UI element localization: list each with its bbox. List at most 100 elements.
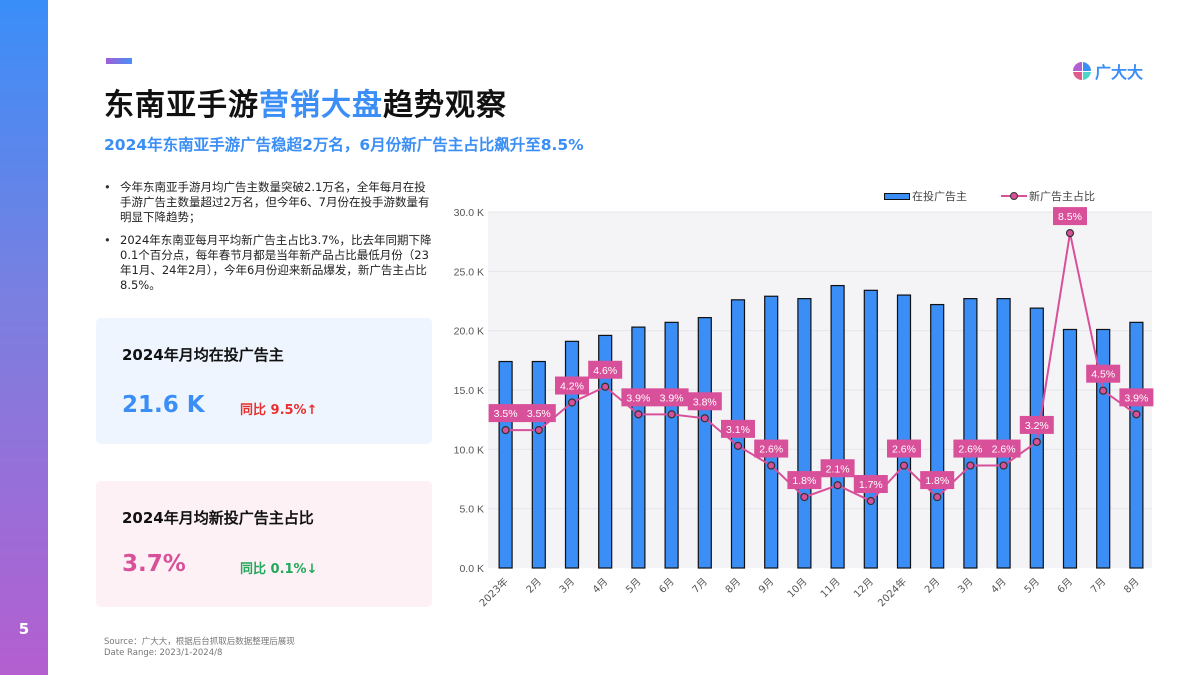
data-label: 3.1% (726, 424, 750, 436)
data-label: 2.1% (826, 463, 850, 475)
line-marker (767, 461, 776, 470)
x-tick-label: 11月 (818, 576, 843, 601)
data-label: 3.9% (1124, 392, 1148, 404)
x-tick-label: 6月 (1055, 576, 1075, 596)
page-number: 5 (18, 620, 30, 638)
x-tick-label: 2024年 (875, 575, 909, 609)
kpi-yoy-change: 同比 9.5%↑ (240, 403, 318, 418)
y-tick-label: 10.0 K (454, 444, 484, 456)
line-marker (733, 441, 743, 450)
data-label: 2.6% (892, 444, 916, 456)
data-label: 1.8% (925, 475, 949, 487)
y-tick-label: 15.0 K (454, 385, 484, 397)
data-label: 3.5% (527, 408, 551, 420)
line-marker (999, 461, 1008, 470)
y-tick-label: 25.0 K (454, 266, 484, 278)
data-label-box (1086, 364, 1121, 383)
data-label-box (1019, 415, 1054, 434)
data-label-box (887, 439, 921, 458)
bar (996, 298, 1011, 569)
data-label: 4.6% (593, 365, 617, 377)
bar (896, 294, 912, 569)
title-accent-line (106, 58, 132, 64)
data-label-box (621, 388, 656, 407)
line-marker (1032, 437, 1041, 447)
bar (764, 295, 779, 569)
data-label-box (488, 404, 523, 423)
title-part2: 趋势观察 (383, 88, 507, 123)
data-label-box (1119, 388, 1154, 407)
line-marker (1132, 410, 1141, 419)
data-label-box (920, 471, 955, 490)
legend-item-line: 新广告主占比 (1001, 188, 1095, 204)
data-label: 3.9% (660, 392, 684, 404)
data-label: 4.5% (1091, 369, 1115, 381)
x-tick-label: 3月 (955, 576, 975, 596)
source-line: Source：广大大，根据后台抓取后数据整理后展现 (104, 637, 295, 647)
combo-chart: 0.0 K 5.0 K 10.0 K 15.0 K 20.0 K 25.0 K 30.0 K… (454, 207, 1154, 609)
data-label: 8.5% (1058, 211, 1082, 223)
bar (664, 321, 679, 569)
line-marker (567, 398, 577, 407)
bar (1129, 321, 1144, 569)
kpi-card-active-advertisers: 2024年月均在投广告主 21.6 K 同比 9.5%↑ (96, 318, 432, 444)
bar (598, 334, 613, 569)
data-label-box (986, 439, 1021, 458)
x-tick-label: 12月 (851, 576, 876, 601)
line-marker (899, 461, 909, 470)
line-marker (634, 410, 643, 419)
data-label: 3.8% (693, 396, 717, 408)
data-label-box (654, 388, 689, 407)
kpi-card-new-advertiser-share: 2024年月均新投广告主占比 3.7% 同比 0.1%↓ (96, 481, 432, 607)
title-part1: 东南亚手游 (104, 88, 259, 123)
kpi-title: 2024年月均在投广告主 (122, 346, 284, 364)
data-label: 1.7% (859, 479, 883, 491)
data-label: 1.8% (792, 475, 816, 487)
line-marker (866, 496, 875, 506)
line-marker (1099, 386, 1108, 395)
x-tick-label: 8月 (723, 576, 743, 596)
bar (498, 360, 513, 569)
x-tick-label: 2月 (922, 576, 942, 596)
legend-bar-swatch-icon (884, 192, 910, 200)
x-tick-label: 4月 (989, 576, 1009, 596)
line-marker (700, 414, 709, 423)
kpi-yoy-change: 同比 0.1%↓ (240, 562, 318, 577)
logo-icon (1073, 62, 1091, 80)
data-label: 3.2% (1025, 420, 1049, 432)
bar (930, 303, 945, 569)
bar (830, 284, 845, 569)
x-tick-label: 10月 (785, 576, 810, 601)
line-marker (501, 426, 510, 435)
x-tick-label: 5月 (1022, 576, 1042, 596)
data-label-box (687, 392, 722, 411)
line-marker (966, 461, 975, 470)
bar (531, 360, 546, 569)
legend-item-bar: 在投广告主 (884, 188, 967, 204)
logo-text: 广大大 (1095, 63, 1144, 82)
x-tick-label: 8月 (1121, 576, 1141, 596)
share-line (505, 232, 1137, 503)
kpi-title: 2024年月均新投广告主占比 (122, 509, 314, 527)
brand-logo: 广大大 (1073, 59, 1143, 83)
line-marker (667, 410, 676, 419)
kpi-value: 21.6 K (122, 392, 205, 418)
bar (564, 340, 580, 569)
x-tick-label: 9月 (756, 576, 776, 596)
data-label-box (754, 439, 789, 458)
data-label-box (1053, 207, 1087, 226)
legend-label: 新广告主占比 (1029, 190, 1095, 203)
y-tick-label: 5.0 K (459, 504, 484, 516)
bar (863, 289, 878, 569)
data-label-box (853, 475, 888, 494)
chart-legend: 在投广告主 新广告主占比 (884, 188, 1095, 204)
x-tick-label: 2023年 (476, 575, 510, 609)
data-label: 2.6% (958, 444, 982, 456)
page-subtitle: 2024年东南亚手游广告稳超2万名，6月份新广告主占比飙升至8.5% (104, 136, 584, 154)
data-label: 3.9% (626, 392, 650, 404)
line-marker (833, 481, 842, 490)
bar (1062, 328, 1078, 569)
line-marker (601, 382, 610, 391)
bullet-item: 今年东南亚手游月均广告主数量突破2.1万名，全年每月在投手游广告主数量超过2万名… (104, 180, 434, 225)
data-label: 2.6% (992, 444, 1016, 456)
